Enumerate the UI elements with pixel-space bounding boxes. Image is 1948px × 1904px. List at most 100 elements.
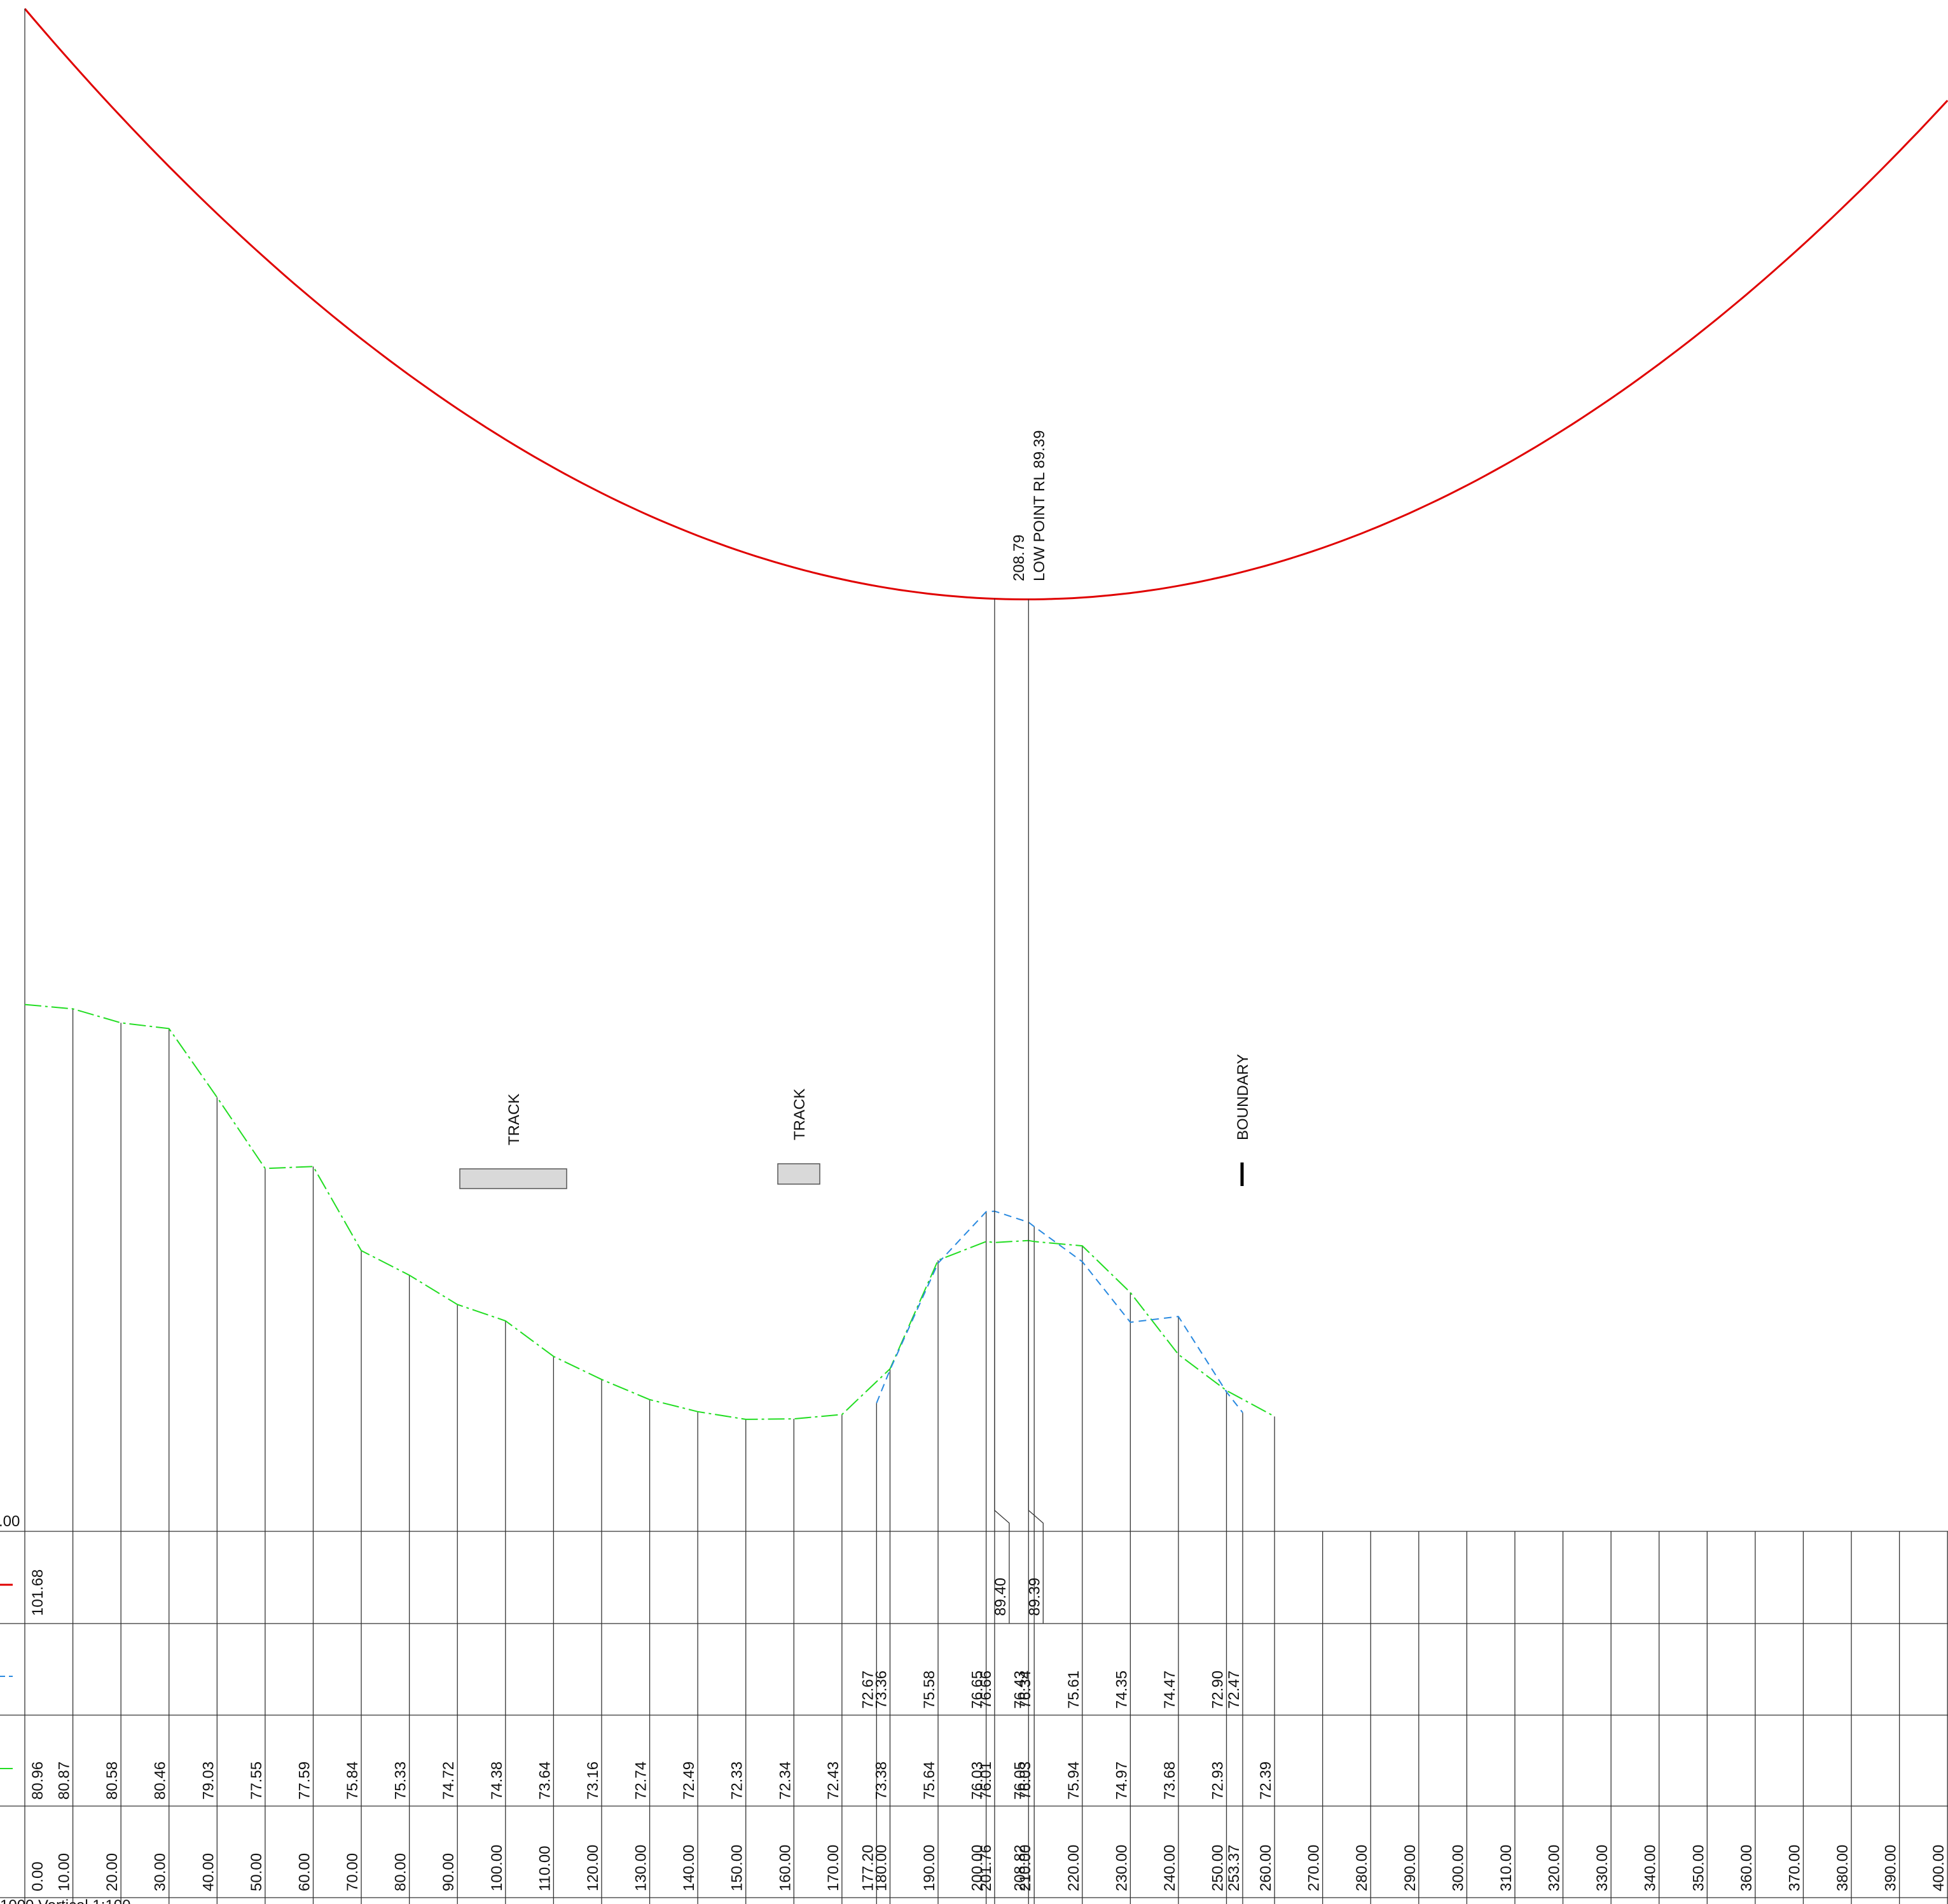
surface-level-label: 72.93 bbox=[1210, 1762, 1227, 1800]
design-profile bbox=[24, 8, 1948, 600]
chainage-label: 330.00 bbox=[1594, 1845, 1611, 1891]
design-leader bbox=[994, 598, 1010, 1624]
chainage-label: 201.76 bbox=[977, 1845, 995, 1891]
existing-level-label: 75.61 bbox=[1065, 1671, 1082, 1709]
surface-level-label: 76.03 bbox=[969, 1762, 986, 1800]
surface-level-label: 72.33 bbox=[729, 1762, 746, 1800]
chainage-label: 390.00 bbox=[1882, 1845, 1900, 1891]
existing-level-label: 72.67 bbox=[859, 1671, 876, 1709]
surface-level-label: 77.55 bbox=[248, 1762, 265, 1800]
surface-level-label: 72.39 bbox=[1257, 1762, 1274, 1800]
existing-level-label: 75.58 bbox=[921, 1671, 938, 1709]
chainage-label: 190.00 bbox=[921, 1845, 938, 1891]
chainage-label: 240.00 bbox=[1161, 1845, 1178, 1891]
chainage-label: 130.00 bbox=[633, 1845, 650, 1891]
design-level-label: 89.40 bbox=[992, 1578, 1009, 1616]
surface-level-label: 76.05 bbox=[1011, 1762, 1028, 1800]
surface-level-label: 76.03 bbox=[1017, 1762, 1034, 1800]
surface-level-label: 75.64 bbox=[921, 1762, 938, 1800]
chainage-label: 200.00 bbox=[969, 1845, 986, 1891]
chainage-label: 290.00 bbox=[1402, 1845, 1419, 1891]
chainage-label: 160.00 bbox=[777, 1845, 794, 1891]
boundary-label: BOUNDARY bbox=[1234, 1054, 1252, 1140]
chainage-label: 10.00 bbox=[56, 1853, 73, 1891]
chainage-label: 180.00 bbox=[873, 1845, 890, 1891]
surface-level-label: 74.97 bbox=[1113, 1762, 1130, 1800]
existing-level-label: 74.47 bbox=[1161, 1671, 1178, 1709]
chainage-label: 110.00 bbox=[536, 1845, 553, 1891]
surface-level-label: 73.38 bbox=[873, 1762, 890, 1800]
chainage-label: 30.00 bbox=[152, 1853, 169, 1891]
surface-level-label: 72.34 bbox=[777, 1762, 794, 1800]
chainage-label: 380.00 bbox=[1834, 1845, 1851, 1891]
existing-level-label: 76.65 bbox=[969, 1671, 986, 1709]
surface-profile bbox=[24, 1004, 1275, 1420]
chainage-label: 260.00 bbox=[1257, 1845, 1274, 1891]
chainage-label: 150.00 bbox=[729, 1845, 746, 1891]
existing-level-label: 73.36 bbox=[873, 1671, 890, 1709]
chainage-label: 177.20 bbox=[859, 1845, 876, 1891]
surface-level-label: 80.46 bbox=[152, 1762, 169, 1800]
chainage-label: 70.00 bbox=[344, 1853, 361, 1891]
chainage-label: 170.00 bbox=[825, 1845, 842, 1891]
datum-label: .00 bbox=[0, 1513, 20, 1530]
existing-level-label: 76.34 bbox=[1017, 1671, 1034, 1709]
chainage-label: 90.00 bbox=[440, 1853, 457, 1891]
chainage-label: 208.82 bbox=[1011, 1845, 1028, 1891]
track-label: TRACK bbox=[506, 1094, 523, 1145]
chainage-label: 250.00 bbox=[1210, 1845, 1227, 1891]
track-box bbox=[777, 1163, 820, 1185]
chainage-label: 270.00 bbox=[1306, 1845, 1323, 1891]
surface-level-label: 73.68 bbox=[1161, 1762, 1178, 1800]
design-level-label: 89.39 bbox=[1026, 1578, 1043, 1616]
existing-level-label: 76.43 bbox=[1011, 1671, 1028, 1709]
chainage-label: 230.00 bbox=[1113, 1845, 1130, 1891]
chainage-label: 20.00 bbox=[104, 1853, 121, 1891]
chainage-label: 40.00 bbox=[200, 1853, 217, 1891]
chainage-label: 300.00 bbox=[1449, 1845, 1467, 1891]
surface-level-label: 72.74 bbox=[633, 1762, 650, 1800]
chainage-label: 140.00 bbox=[680, 1845, 698, 1891]
chainage-label: 50.00 bbox=[248, 1853, 265, 1891]
chainage-label: 210.00 bbox=[1017, 1845, 1034, 1891]
design-level-label: 101.68 bbox=[29, 1569, 46, 1616]
chainage-label: 100.00 bbox=[488, 1845, 506, 1891]
chainage-label: 0.00 bbox=[29, 1861, 46, 1891]
track-label: TRACK bbox=[791, 1089, 808, 1140]
chainage-label: 360.00 bbox=[1738, 1845, 1755, 1891]
design-leader bbox=[1028, 599, 1044, 1624]
chainage-label: 280.00 bbox=[1353, 1845, 1371, 1891]
surface-level-label: 80.58 bbox=[104, 1762, 121, 1800]
low-point-label: LOW POINT RL 89.39 bbox=[1031, 431, 1048, 581]
chainage-label: 320.00 bbox=[1546, 1845, 1563, 1891]
existing-profile bbox=[876, 1210, 1243, 1413]
chainage-label: 310.00 bbox=[1498, 1845, 1515, 1891]
existing-level-label: 74.35 bbox=[1113, 1671, 1130, 1709]
existing-level-label: 72.90 bbox=[1210, 1671, 1227, 1709]
surface-level-label: 72.43 bbox=[825, 1762, 842, 1800]
surface-level-label: 80.96 bbox=[29, 1762, 46, 1800]
chainage-label: 80.00 bbox=[392, 1853, 410, 1891]
chainage-label: 253.37 bbox=[1226, 1845, 1243, 1891]
chainage-label: 370.00 bbox=[1786, 1845, 1803, 1891]
chainage-label: 350.00 bbox=[1690, 1845, 1707, 1891]
surface-level-label: 74.38 bbox=[488, 1762, 506, 1800]
surface-level-label: 76.01 bbox=[977, 1762, 995, 1800]
chainage-label: 340.00 bbox=[1642, 1845, 1659, 1891]
chainage-label: 120.00 bbox=[584, 1845, 602, 1891]
surface-level-label: 79.03 bbox=[200, 1762, 217, 1800]
surface-level-label: 77.59 bbox=[296, 1762, 313, 1800]
low-point-chainage: 208.79 bbox=[1011, 535, 1028, 581]
surface-level-label: 75.33 bbox=[392, 1762, 410, 1800]
surface-level-label: 80.87 bbox=[56, 1762, 73, 1800]
existing-level-label: 72.47 bbox=[1226, 1671, 1243, 1709]
surface-level-label: 74.72 bbox=[440, 1762, 457, 1800]
surface-level-label: 72.49 bbox=[680, 1762, 698, 1800]
chainage-label: 60.00 bbox=[296, 1853, 313, 1891]
existing-level-label: 76.66 bbox=[977, 1671, 995, 1709]
track-box bbox=[459, 1168, 567, 1189]
surface-level-label: 75.94 bbox=[1065, 1762, 1082, 1800]
surface-level-label: 73.64 bbox=[536, 1762, 553, 1800]
